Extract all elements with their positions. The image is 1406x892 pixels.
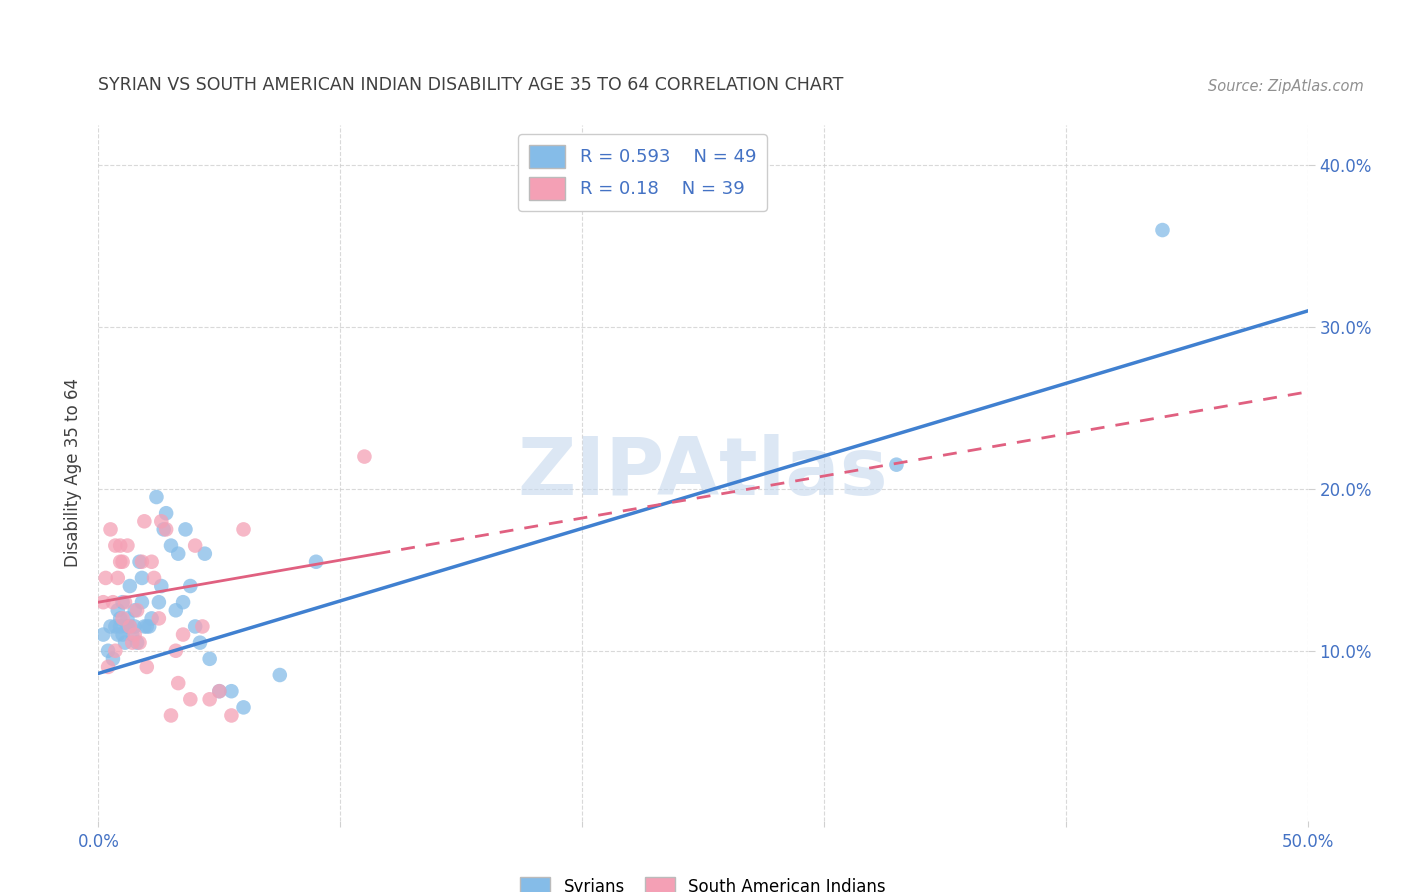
Point xyxy=(91,627,114,641)
Legend: Syrians, South American Indians: Syrians, South American Indians xyxy=(513,871,893,892)
Point xyxy=(111,595,134,609)
Point xyxy=(128,555,150,569)
Point xyxy=(208,684,231,698)
Point xyxy=(165,603,187,617)
Point xyxy=(97,644,120,658)
Point xyxy=(97,660,120,674)
Point xyxy=(134,514,156,528)
Point xyxy=(160,539,183,553)
Point xyxy=(174,522,197,536)
Point xyxy=(91,595,114,609)
Point xyxy=(145,490,167,504)
Point xyxy=(117,611,139,625)
Point xyxy=(1152,223,1174,237)
Point xyxy=(221,684,243,698)
Point xyxy=(172,627,194,641)
Point xyxy=(128,635,150,649)
Point xyxy=(117,539,139,553)
Point xyxy=(148,611,170,625)
Point xyxy=(108,619,131,633)
Point xyxy=(131,595,153,609)
Point xyxy=(127,603,149,617)
Point xyxy=(111,627,134,641)
Point xyxy=(121,627,143,641)
Point xyxy=(135,619,157,633)
Point xyxy=(167,676,190,690)
Text: SYRIAN VS SOUTH AMERICAN INDIAN DISABILITY AGE 35 TO 64 CORRELATION CHART: SYRIAN VS SOUTH AMERICAN INDIAN DISABILI… xyxy=(98,76,844,94)
Point xyxy=(184,619,207,633)
Point xyxy=(111,555,134,569)
Point xyxy=(150,514,173,528)
Point xyxy=(194,547,217,561)
Point xyxy=(104,539,127,553)
Point xyxy=(353,450,375,464)
Point xyxy=(124,619,146,633)
Point xyxy=(104,644,127,658)
Point xyxy=(111,611,134,625)
Point xyxy=(141,555,163,569)
Y-axis label: Disability Age 35 to 64: Disability Age 35 to 64 xyxy=(65,378,83,567)
Point xyxy=(101,595,124,609)
Point xyxy=(127,635,149,649)
Point xyxy=(188,635,211,649)
Point xyxy=(198,652,221,666)
Point xyxy=(100,619,122,633)
Point xyxy=(232,522,254,536)
Point xyxy=(108,611,131,625)
Point xyxy=(121,635,143,649)
Point xyxy=(124,603,146,617)
Point xyxy=(131,571,153,585)
Text: Source: ZipAtlas.com: Source: ZipAtlas.com xyxy=(1208,78,1364,94)
Point xyxy=(184,539,207,553)
Point xyxy=(160,708,183,723)
Point xyxy=(141,611,163,625)
Point xyxy=(134,619,156,633)
Point xyxy=(150,579,173,593)
Point xyxy=(118,619,141,633)
Point xyxy=(221,708,243,723)
Point xyxy=(172,595,194,609)
Point xyxy=(179,692,201,706)
Point xyxy=(155,506,177,520)
Point xyxy=(118,619,141,633)
Point xyxy=(131,555,153,569)
Point xyxy=(100,522,122,536)
Point xyxy=(148,595,170,609)
Point xyxy=(138,619,160,633)
Point xyxy=(198,692,221,706)
Point xyxy=(107,571,129,585)
Point xyxy=(143,571,166,585)
Point xyxy=(152,522,174,536)
Point xyxy=(107,603,129,617)
Point xyxy=(208,684,231,698)
Point xyxy=(155,522,177,536)
Point xyxy=(165,644,187,658)
Point xyxy=(107,627,129,641)
Point xyxy=(886,458,908,472)
Point xyxy=(114,635,136,649)
Point xyxy=(108,555,131,569)
Point xyxy=(118,579,141,593)
Text: ZIPAtlas: ZIPAtlas xyxy=(517,434,889,512)
Point xyxy=(269,668,291,682)
Point xyxy=(94,571,117,585)
Point xyxy=(114,595,136,609)
Point xyxy=(104,619,127,633)
Point xyxy=(179,579,201,593)
Point xyxy=(108,539,131,553)
Point xyxy=(191,619,214,633)
Point xyxy=(232,700,254,714)
Point xyxy=(135,660,157,674)
Point xyxy=(124,627,146,641)
Point xyxy=(167,547,190,561)
Point xyxy=(117,619,139,633)
Point xyxy=(305,555,328,569)
Point xyxy=(101,652,124,666)
